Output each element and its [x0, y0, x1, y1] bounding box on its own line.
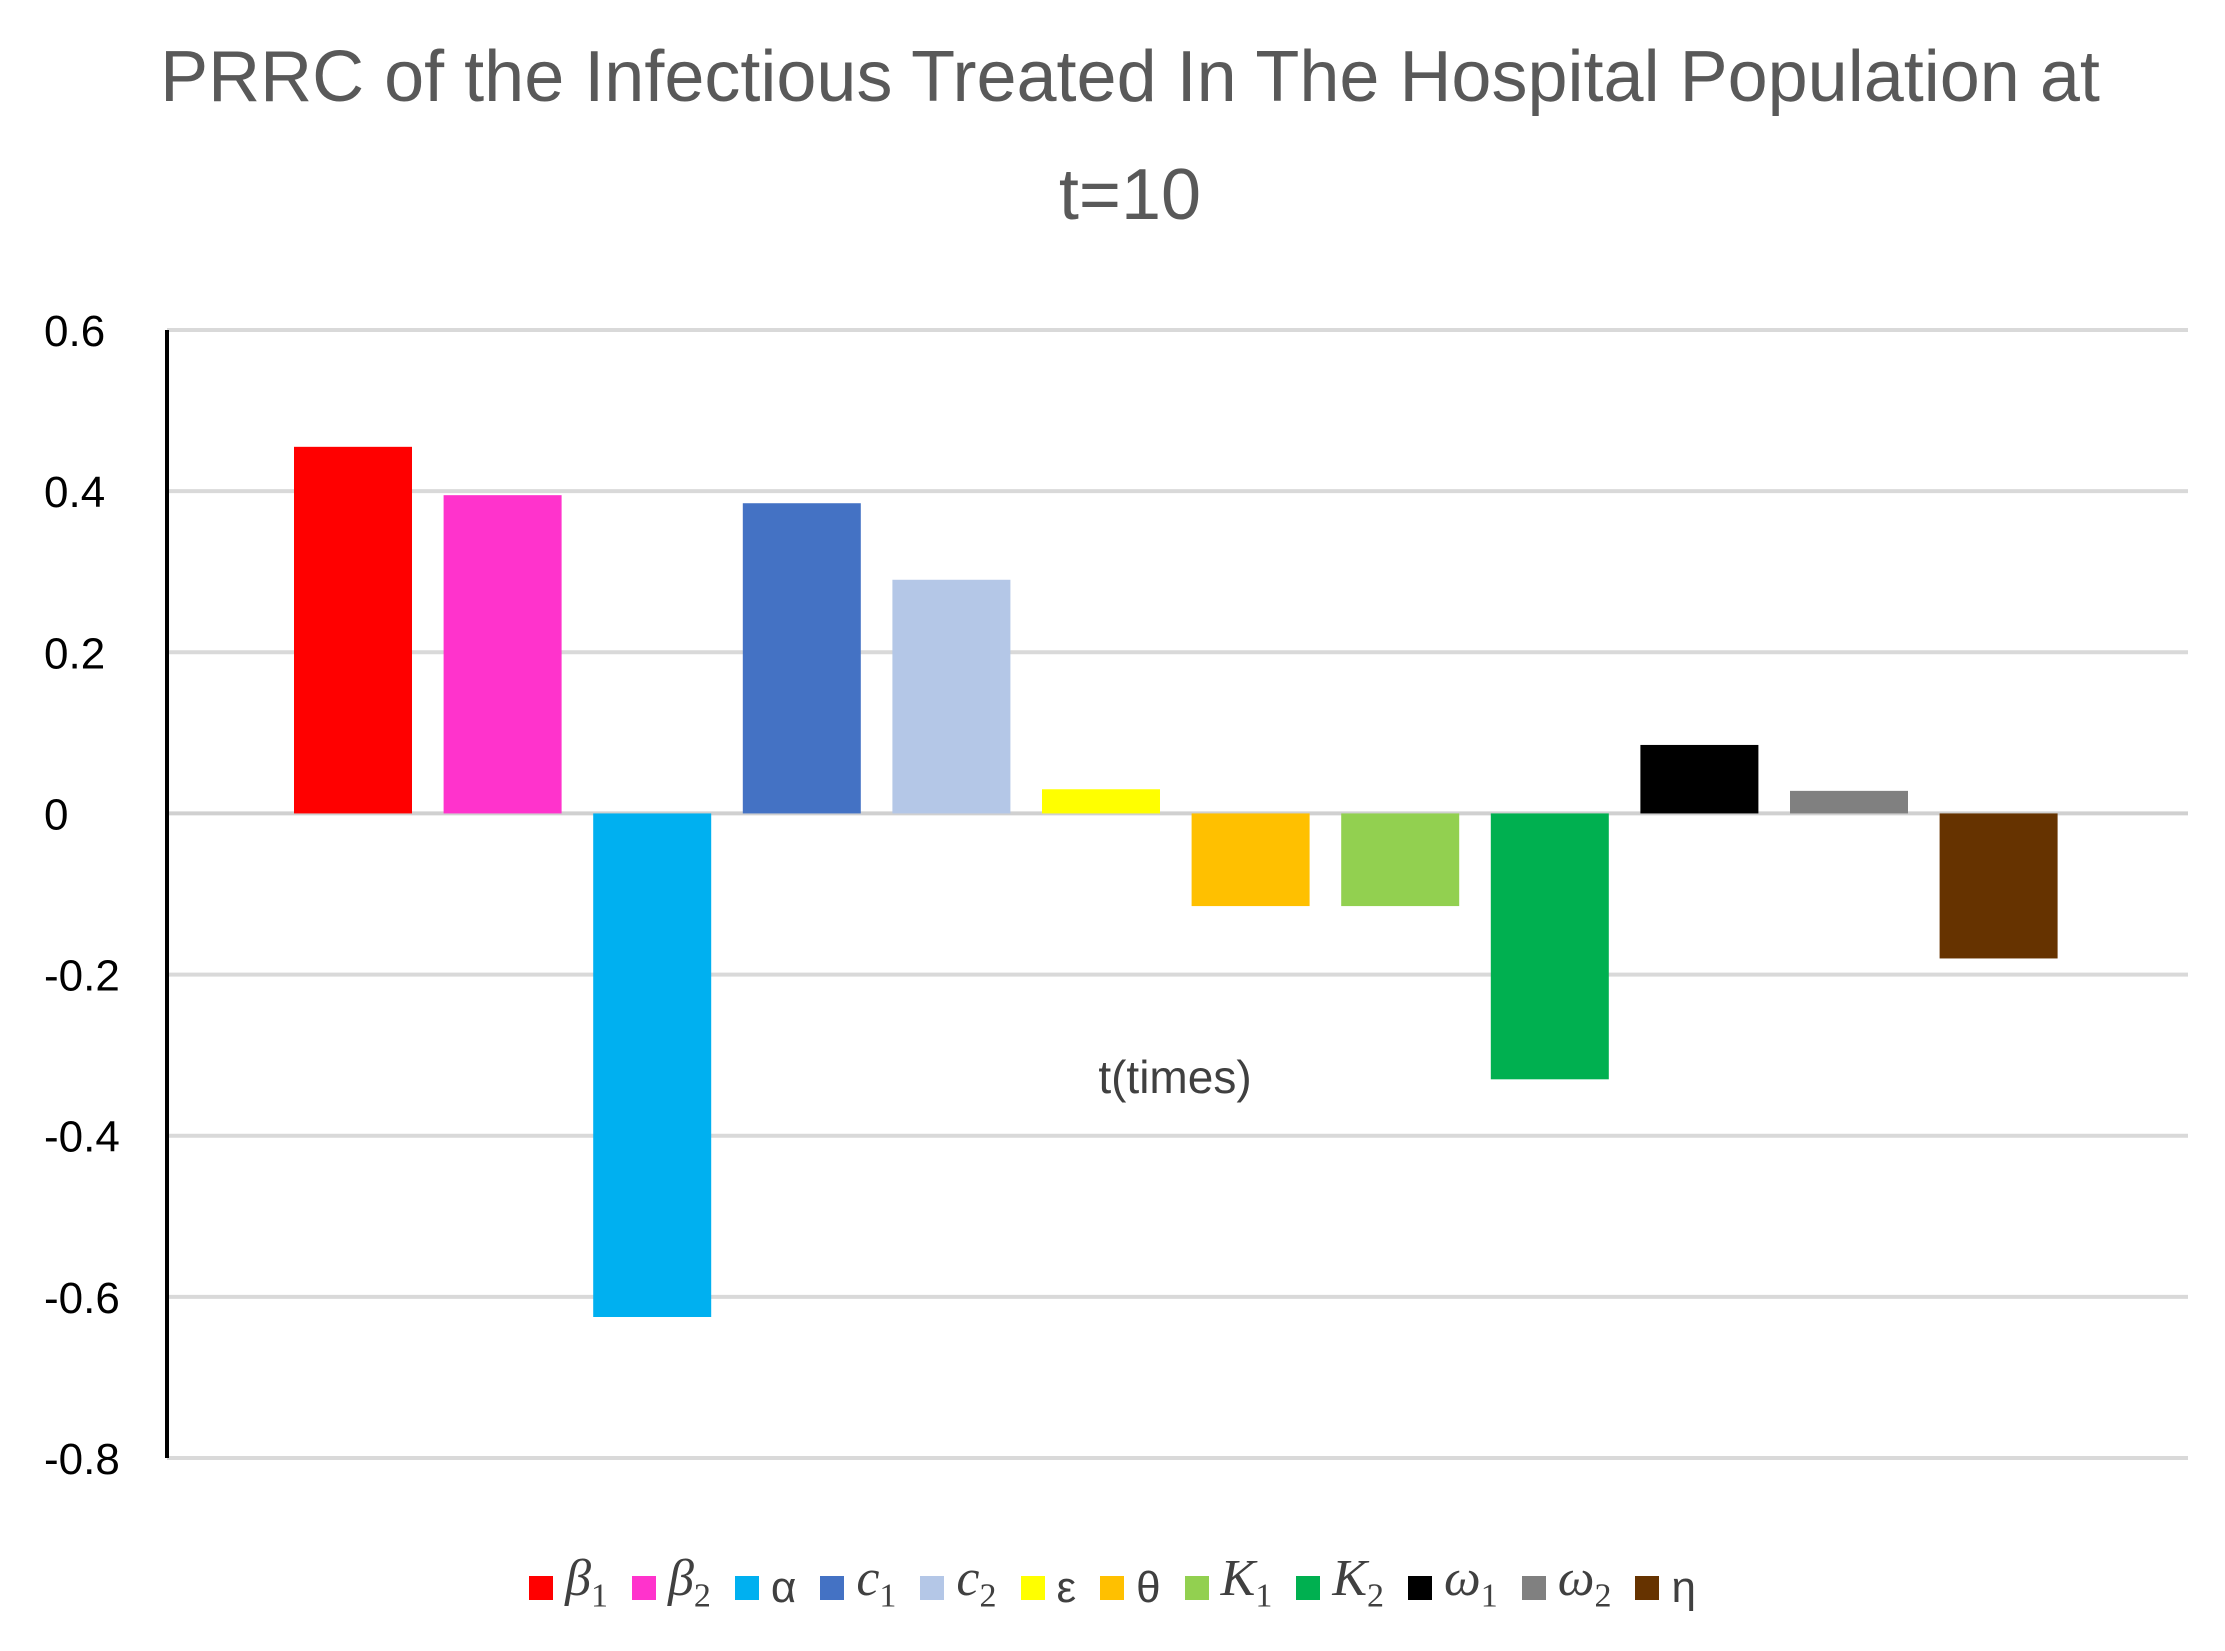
bar-β2 [443, 495, 562, 814]
legend-label: ω2 [1557, 1550, 1612, 1615]
chart-title-line-2: t=10 [1058, 155, 1202, 235]
legend-item-α: α [734, 1558, 797, 1618]
bar-ε [1042, 789, 1160, 814]
legend-label: K1 [1220, 1550, 1273, 1615]
legend-item-ω1: ω1 [1408, 1549, 1498, 1626]
legend-item-ω2: ω2 [1521, 1549, 1612, 1626]
bars [294, 446, 2058, 1317]
legend-label: c2 [956, 1550, 997, 1615]
legend-swatch [1184, 1575, 1209, 1600]
legend-label: β1 [565, 1550, 608, 1615]
legend-item-K2: K2 [1296, 1549, 1384, 1626]
y-tick-label: 0.4 [44, 468, 105, 517]
y-tick-label: 0.2 [44, 629, 105, 678]
legend-item-ε: ε [1020, 1558, 1077, 1618]
x-axis-label: t(times) [1098, 1051, 1251, 1103]
y-tick-label: 0.6 [44, 307, 105, 356]
bar-θ [1191, 813, 1310, 907]
legend-swatch [1020, 1576, 1045, 1600]
legend-swatch [734, 1576, 759, 1600]
y-tick-label: -0.6 [44, 1274, 120, 1323]
legend-label: α [770, 1563, 797, 1612]
legend-item-c1: c1 [820, 1549, 896, 1626]
bar-c2 [892, 579, 1011, 814]
legend-swatch [631, 1575, 656, 1600]
y-tick-label: -0.4 [44, 1113, 120, 1162]
bar-α [593, 813, 712, 1317]
bar-ω1 [1640, 744, 1759, 814]
legend-swatch [1635, 1576, 1660, 1600]
legend-item-K1: K1 [1184, 1549, 1273, 1626]
legend-item-β1: β1 [529, 1549, 608, 1626]
legend-label: K2 [1332, 1550, 1384, 1615]
legend-item-β2: β2 [631, 1549, 711, 1626]
legend-item-c2: c2 [920, 1549, 997, 1626]
legend-item-θ: θ [1100, 1558, 1161, 1618]
legend-swatch [1296, 1575, 1321, 1600]
bar-K2 [1490, 813, 1609, 1080]
legend-swatch [1100, 1576, 1125, 1600]
legend-swatch [820, 1575, 845, 1600]
bar-β1 [294, 446, 412, 814]
legend-swatch [920, 1575, 945, 1600]
y-tick-label: -0.8 [44, 1435, 120, 1484]
legend-label: θ [1136, 1563, 1161, 1612]
chart-title: PRRC of the Infectious Treated In The Ho… [0, 18, 2225, 254]
y-tick-label: 0 [44, 790, 68, 839]
legend-swatch [1408, 1575, 1432, 1600]
legend-swatch [1521, 1575, 1546, 1600]
legend: β1 β2 α c1 c2 ε θ K1 K2 ω1 ω2 η [0, 1548, 2225, 1628]
legend-swatch [529, 1575, 554, 1600]
y-tick-label: -0.2 [44, 952, 120, 1001]
legend-label: c1 [856, 1550, 897, 1615]
legend-item-η: η [1635, 1558, 1696, 1618]
y-tick-labels: 0.6 0.4 0.2 0 -0.2 -0.4 -0.6 -0.8 [44, 307, 120, 1484]
bar-K1 [1341, 813, 1460, 907]
chart-title-line-1: PRRC of the Infectious Treated In The Ho… [160, 37, 2100, 117]
legend-label: ω1 [1444, 1550, 1498, 1615]
bar-η [1939, 813, 2058, 959]
bar-c1 [742, 503, 861, 814]
legend-label: ε [1056, 1563, 1077, 1612]
legend-label: η [1671, 1563, 1696, 1612]
bar-ω2 [1790, 790, 1908, 814]
legend-label: β2 [667, 1550, 711, 1615]
